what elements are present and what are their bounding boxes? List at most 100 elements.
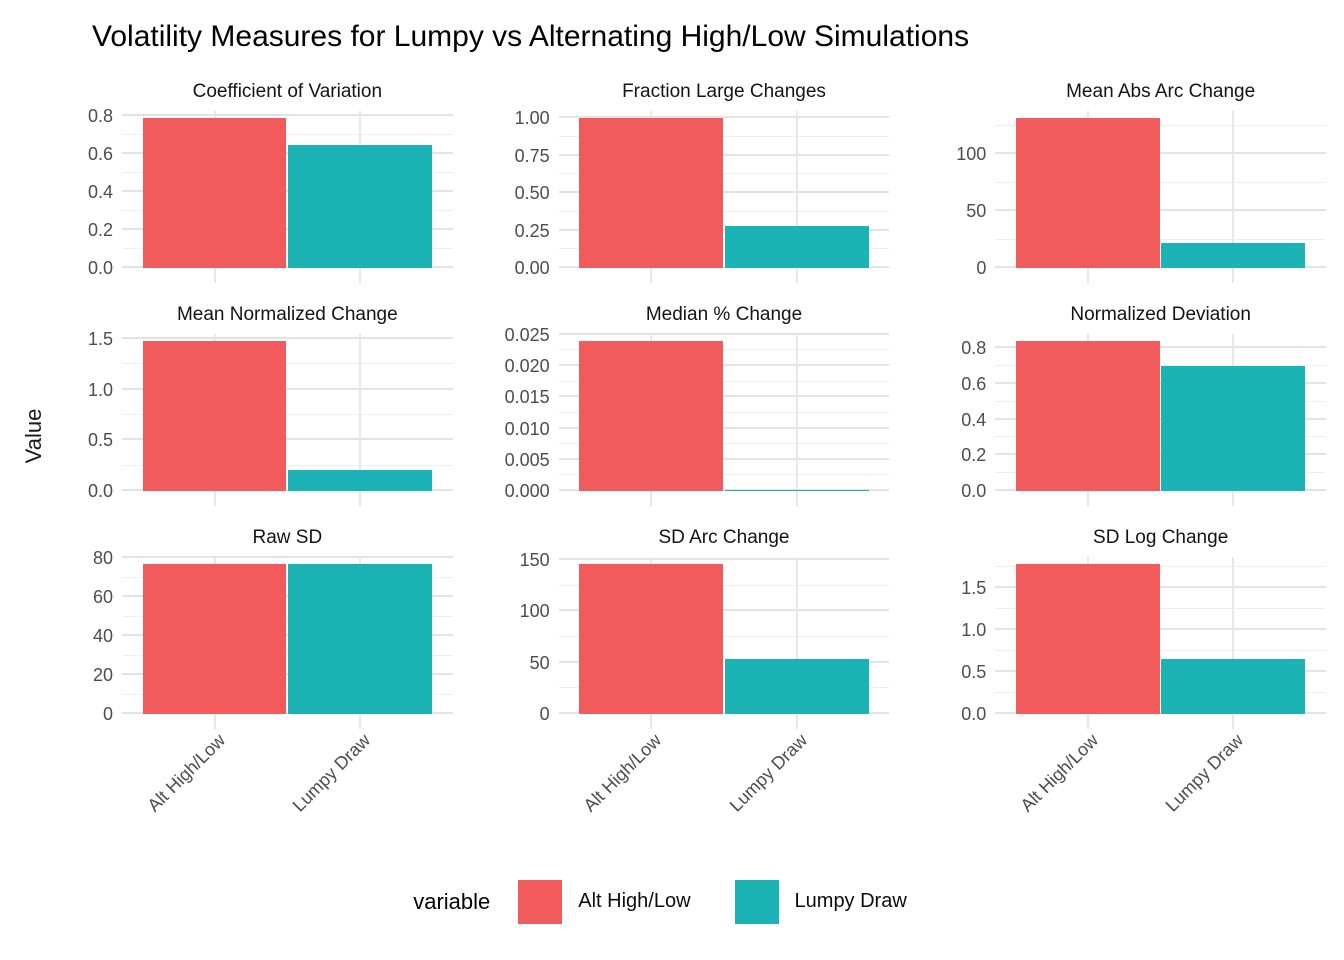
facet-panel-coefficient-of-variation: Coefficient of Variation 0.0 0.2 0.4 0.6 0.8 [50, 80, 453, 283]
y-axis-tick-label: 0 [102, 704, 113, 724]
y-axis-title: Value [21, 408, 46, 464]
gridline-major [995, 627, 1326, 630]
gridline-minor [558, 135, 890, 137]
gridline-major [122, 712, 453, 714]
y-axis-ticks: 0.0 0.2 0.4 0.6 0.8 [923, 334, 995, 500]
bar-lumpy-draw [724, 658, 869, 714]
gridline-major [122, 673, 453, 676]
gridline-major [558, 557, 890, 560]
bar-alt-high-low [1015, 564, 1160, 714]
gridline-major [122, 152, 453, 155]
bar-alt-high-low [579, 564, 724, 714]
bar-lumpy-draw [1161, 659, 1306, 714]
y-axis-ticks: 0.0 0.5 1.0 1.5 [923, 557, 995, 723]
y-axis-tick-label: 0 [539, 704, 550, 724]
y-axis-tick-label: 0.75 [514, 145, 550, 166]
gridline-major [122, 634, 453, 637]
bar-lumpy-draw [1161, 366, 1306, 491]
legend-swatch-alt-high-low [518, 879, 563, 924]
panel-body: 0.000 0.005 0.010 0.015 0.020 0.025 [487, 326, 890, 506]
gridline-major [122, 489, 453, 491]
y-axis-tick-label: 0.4 [87, 182, 113, 203]
bar-alt-high-low [1015, 341, 1160, 491]
gridline-minor [122, 693, 453, 695]
bar-alt-high-low [142, 341, 287, 491]
y-axis-tick-label: 0.25 [514, 220, 550, 241]
bar-alt-high-low [579, 341, 724, 491]
bar-alt-high-low [1015, 118, 1160, 268]
y-axis-tick-label: 0.0 [87, 258, 113, 278]
gridline-major [122, 190, 453, 193]
bar-lumpy-draw [288, 144, 432, 268]
gridline-major [995, 152, 1326, 155]
gridline-major [558, 266, 890, 268]
gridline-minor [122, 615, 453, 617]
gridline-minor [122, 248, 453, 250]
y-axis-tick-label: 0 [976, 258, 987, 278]
legend-label-alt-high-low: Alt High/Low [578, 890, 691, 912]
legend-swatch-lumpy-draw [734, 879, 779, 924]
gridline-major [558, 426, 890, 429]
x-axis-tick: Lumpy Draw [1162, 730, 1334, 816]
x-axis-tick-label: Alt High/Low [1016, 729, 1103, 816]
gridline-major [122, 438, 453, 441]
gridline-minor [122, 464, 453, 466]
y-axis-tick-label: 0.2 [961, 445, 987, 466]
legend: variable Alt High/Low Lumpy Draw [20, 879, 1326, 924]
gridline-major [122, 556, 453, 559]
facet-panel-raw-sd: Raw SD 0 20 40 60 80 Alt High/Low Lumpy Draw [50, 527, 453, 854]
bar-lumpy-draw [288, 564, 432, 714]
plot-area [995, 110, 1326, 283]
gridline-minor [122, 210, 453, 212]
y-axis-tick-label: 0.015 [504, 387, 550, 408]
gridline-major [995, 417, 1326, 420]
panel-body: 0 20 40 60 80 Alt High/Low Lumpy Draw [50, 549, 453, 854]
facet-title: Mean Normalized Change [176, 303, 398, 325]
y-axis-tick-label: 50 [529, 652, 550, 673]
gridline-minor [995, 238, 1326, 240]
gridline-vertical [795, 556, 798, 729]
gridline-major [995, 266, 1326, 268]
y-axis-tick-label: 0.5 [87, 430, 113, 451]
gridline-vertical [359, 333, 362, 506]
gridline-minor [122, 414, 453, 415]
gridline-major [122, 228, 453, 231]
facet-panel-normalized-deviation: Normalized Deviation 0.0 0.2 0.4 0.6 0.8 [923, 304, 1326, 506]
x-axis-tick: Alt High/Low [1016, 730, 1189, 816]
bar-lumpy-draw [288, 469, 432, 491]
y-axis-ticks: 0.0 0.5 1.0 1.5 [50, 330, 122, 500]
gridline-vertical [1232, 110, 1235, 283]
gridline-minor [558, 584, 890, 586]
y-axis-tick-label: 0.5 [961, 661, 987, 682]
panels-grid: Coefficient of Variation 0.0 0.2 0.4 0.6 0.8 F… [50, 81, 1326, 854]
y-axis-tick-label: 0.000 [504, 481, 550, 501]
y-axis-tick-label: 1.5 [961, 577, 987, 598]
gridline-minor [995, 124, 1326, 126]
gridline-minor [558, 173, 890, 175]
gridline-minor [122, 363, 453, 365]
gridline-vertical [795, 333, 798, 506]
facet-title: Coefficient of Variation [192, 80, 383, 102]
gridline-minor [558, 635, 890, 637]
x-axis-tick: Lumpy Draw [289, 730, 461, 816]
gridline-major [995, 346, 1326, 349]
gridline-minor [558, 443, 890, 445]
bar-alt-high-low [142, 564, 287, 714]
panel-body: 0.0 0.5 1.0 1.5 Alt High/Low Lumpy Draw [923, 556, 1326, 854]
gridline-minor [558, 687, 890, 689]
panel-body: 0.0 0.2 0.4 0.6 0.8 [923, 333, 1326, 506]
y-axis-tick-label: 0.4 [961, 409, 987, 430]
bar-alt-high-low [579, 118, 724, 268]
y-axis-tick-label: 0.005 [504, 449, 550, 470]
plot-area [558, 110, 890, 283]
y-axis-tick-label: 0.6 [961, 373, 987, 394]
gridline-minor [122, 576, 453, 578]
gridline-major [558, 364, 890, 366]
gridline-minor [995, 649, 1326, 651]
facet-title: SD Arc Change [658, 526, 790, 548]
gridline-major [995, 209, 1326, 212]
x-axis-tick-label: Alt High/Low [579, 729, 666, 816]
gridline-major [558, 191, 890, 193]
plot-area [995, 556, 1326, 729]
gridline-minor [995, 472, 1326, 474]
